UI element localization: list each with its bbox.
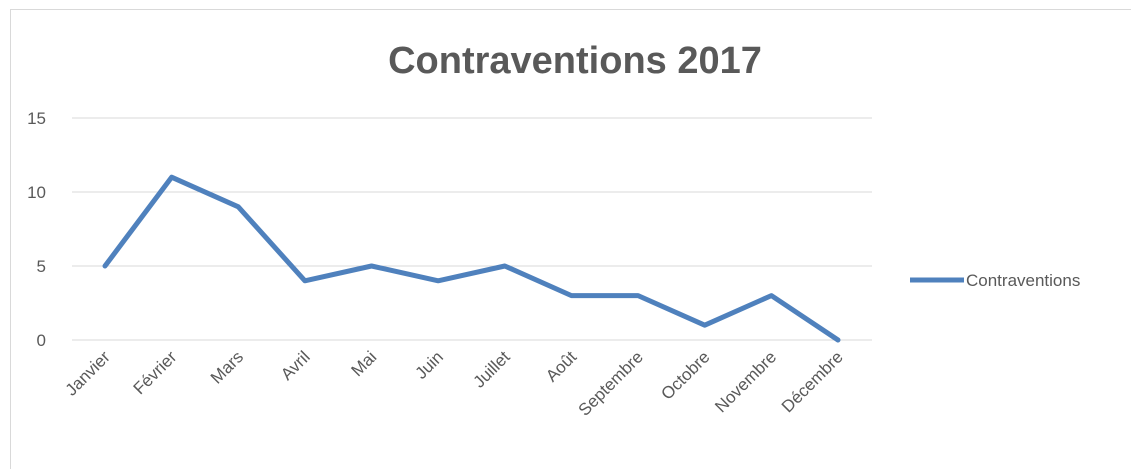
- legend-label-contraventions: Contraventions: [966, 271, 1080, 290]
- x-tick-label: Décembre: [778, 347, 847, 416]
- chart-frame: [10, 9, 1131, 469]
- x-tick-label: Avril: [277, 347, 314, 384]
- x-tick-label: Février: [130, 347, 181, 398]
- legend: Contraventions: [910, 271, 1080, 290]
- y-axis-tick-labels: 0 5 10 15: [27, 109, 46, 350]
- x-tick-label: Janvier: [62, 347, 114, 399]
- series-line-contraventions: [102, 174, 841, 343]
- x-tick-label: Septembre: [575, 347, 647, 419]
- x-tick-label: Juin: [412, 347, 447, 382]
- y-tick-label: 0: [37, 331, 46, 350]
- y-tick-label: 15: [27, 109, 46, 128]
- x-tick-label: Octobre: [657, 347, 713, 403]
- x-tick-label: Août: [542, 347, 580, 385]
- series-group: [102, 174, 841, 343]
- x-tick-label: Novembre: [711, 347, 780, 416]
- x-axis-tick-labels: Janvier Février Mars Avril Mai Juin Juillet Aoû…: [62, 347, 847, 419]
- x-tick-label: Juillet: [469, 347, 513, 391]
- x-tick-label: Mars: [207, 347, 247, 387]
- y-tick-label: 5: [37, 257, 46, 276]
- chart-title: Contraventions 2017: [388, 40, 762, 82]
- y-tick-label: 10: [27, 183, 46, 202]
- x-tick-label: Mai: [348, 347, 381, 380]
- grid-lines: [72, 117, 872, 341]
